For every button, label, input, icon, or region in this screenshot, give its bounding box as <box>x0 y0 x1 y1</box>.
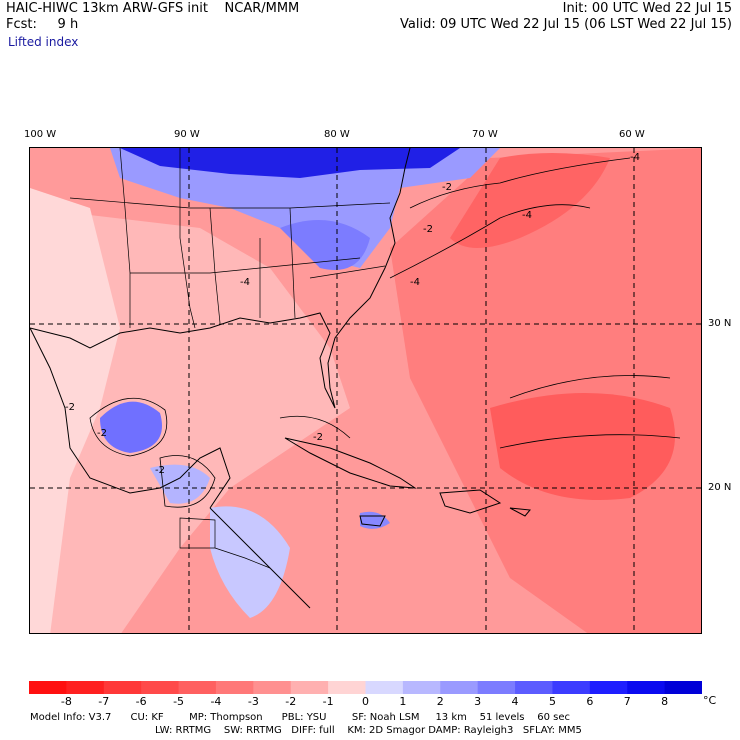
colorbar-tick-label: 5 <box>548 695 556 708</box>
contours <box>89 157 681 508</box>
us-coastline <box>30 148 411 409</box>
lon-label-60w: 60 W <box>619 129 645 140</box>
colorbar-tick-label: 3 <box>474 695 482 708</box>
lon-label-70w: 70 W <box>472 129 498 140</box>
graticule <box>30 148 701 633</box>
colorbar-unit: °C <box>703 694 717 707</box>
colorbar-swatch <box>589 681 628 694</box>
colorbar-swatch <box>402 681 441 694</box>
cuba-coastline <box>284 437 417 489</box>
colorbar-swatch <box>627 681 666 694</box>
colorbar-tick-label: 7 <box>623 695 631 708</box>
contour-label: -2 <box>155 465 165 476</box>
colorbar-swatch <box>215 681 254 694</box>
border-1 <box>119 148 131 328</box>
contour-cuba <box>279 415 351 439</box>
contour-neg4-north <box>389 204 591 279</box>
colorbar-tick-label: 4 <box>511 695 519 708</box>
contour-neg2-north <box>409 157 631 209</box>
colorbar <box>29 681 702 694</box>
contour-label: -4 <box>410 277 420 288</box>
colorbar-swatch <box>253 681 292 694</box>
contour-atl-1 <box>509 375 671 399</box>
field-name: Lifted index <box>8 35 79 49</box>
border-3 <box>69 197 191 209</box>
colorbar-swatch <box>515 681 553 694</box>
atlantic-fill <box>390 148 701 633</box>
colorbar-swatch <box>328 681 366 694</box>
contour-yucatan <box>159 455 216 508</box>
yucatan-blue-fill <box>150 464 210 504</box>
colorbar-tick-label: 6 <box>586 695 594 708</box>
campeche-blue-fill <box>100 401 162 453</box>
contour-label: -2 <box>97 428 107 439</box>
atlantic-core-fill <box>490 393 675 500</box>
contour-label: -4 <box>240 277 250 288</box>
mexico-fill <box>30 188 120 633</box>
lifted-index-map: -2 -4 -2 -4 -4 -2 -2 -2 -2 -4 <box>29 147 702 634</box>
contour-campeche <box>89 397 168 457</box>
colorbar-swatch <box>66 681 105 694</box>
valid-time: Valid: 09 UTC Wed 22 Jul 15 (06 LST Wed … <box>400 17 732 32</box>
colorbar-swatch <box>103 681 142 694</box>
puerto-rico-coastline <box>509 507 531 517</box>
border-8 <box>289 207 296 319</box>
colorbar-tick-label: -1 <box>322 695 334 708</box>
lat-label-30n: 30 N <box>708 318 732 329</box>
border-10 <box>214 547 271 569</box>
contour-label: -2 <box>313 432 323 443</box>
contour-label: -4 <box>522 210 532 221</box>
colorbar-swatch <box>552 681 591 694</box>
stable-carolina-fill <box>280 220 370 270</box>
border-4 <box>130 257 361 274</box>
colorbar-swatch <box>664 681 702 694</box>
lon-label-80w: 80 W <box>324 129 350 140</box>
hispaniola-coastline <box>439 489 502 514</box>
contour-label: -4 <box>630 152 640 163</box>
colorbar-tick-label: -2 <box>285 695 297 708</box>
init-time: Init: 00 UTC Wed 22 Jul 15 <box>562 1 732 16</box>
contour-labels: -2 -4 -2 -4 -4 -2 -2 -2 -2 -4 <box>65 152 640 476</box>
forecast-hour: Fcst: 9 h <box>6 17 79 32</box>
central-america-coastline <box>209 507 311 609</box>
model-info-line1: Model Info: V3.7 CU: KF MP: Thompson PBL… <box>30 712 570 723</box>
colorbar-swatch <box>29 681 67 694</box>
mexico-coastline <box>30 327 231 509</box>
colorbar-tick-label: 0 <box>362 695 369 708</box>
model-info-line2: LW: RRTMG SW: RRTMG DIFF: full KM: 2D Sm… <box>155 725 582 736</box>
stable-north-core-fill <box>120 148 460 178</box>
colorbar-swatch <box>365 681 404 694</box>
colorbar-tick-label: -5 <box>173 695 185 708</box>
border-9 <box>309 265 386 279</box>
colorbar-tick-label: -4 <box>210 695 222 708</box>
central-america-blue-fill <box>210 506 290 618</box>
jamaica-coastline <box>359 515 386 527</box>
colorbar-swatch <box>440 681 479 694</box>
colorbar-swatch <box>477 681 516 694</box>
colorbar-tick-label: 8 <box>661 695 669 708</box>
model-title: HAIC-HIWC 13km ARW-GFS init NCAR/MMM <box>6 1 300 16</box>
colorbar-tick-label: -8 <box>60 695 72 708</box>
colorbar-swatch <box>290 681 329 694</box>
contour-label: -2 <box>442 182 452 193</box>
colorbar-tick-label: -3 <box>247 695 259 708</box>
colorbar-tick-label: -6 <box>135 695 147 708</box>
lat-label-20n: 20 N <box>708 482 732 493</box>
coastlines <box>30 148 531 609</box>
colorbar-tick-label: 2 <box>436 695 444 708</box>
lon-label-90w: 90 W <box>174 129 200 140</box>
contour-atl-2 <box>499 434 681 449</box>
map-canvas: -2 -4 -2 -4 -4 -2 -2 -2 -2 -4 <box>30 148 701 633</box>
political-borders <box>69 148 391 569</box>
colorbar-tick-label: -7 <box>98 695 110 708</box>
colorbar-swatch <box>178 681 217 694</box>
colorbar-swatch <box>141 681 180 694</box>
border-5 <box>209 207 221 324</box>
contour-label: -2 <box>423 224 433 235</box>
contour-label: -2 <box>65 402 75 413</box>
colorbar-tick-label: 1 <box>399 695 407 708</box>
lon-label-100w: 100 W <box>24 129 57 140</box>
